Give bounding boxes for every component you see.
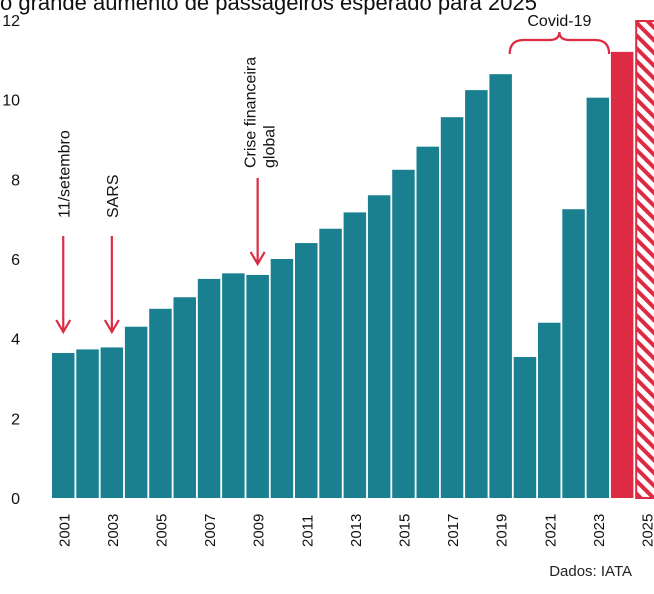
y-tick-label: 8 (11, 172, 20, 189)
bar-2025 (635, 20, 654, 499)
bar-2013 (343, 212, 367, 498)
bar-2022 (562, 209, 585, 499)
bar-2005 (149, 308, 172, 498)
x-tick-label: 2011 (299, 515, 316, 547)
bar-2021 (538, 322, 561, 498)
x-tick-label: 2017 (445, 514, 462, 547)
x-tick-label: 2013 (348, 514, 365, 547)
annotation-2001: 11/setembro (56, 130, 73, 218)
x-tick-label: 2003 (105, 514, 122, 547)
bar-2014 (367, 195, 391, 498)
annotation-2003: SARS (105, 174, 122, 218)
x-tick-label: 2005 (153, 514, 170, 547)
x-tick-label: 2015 (396, 514, 413, 547)
x-tick-label: 2019 (494, 514, 511, 547)
bar-2010 (270, 259, 294, 498)
covid-bracket-label: Covid-19 (527, 13, 591, 30)
annotation-2009: Crise financeira global (243, 57, 279, 168)
bar-2004 (124, 326, 148, 498)
y-tick-label: 6 (11, 252, 20, 269)
bars (52, 20, 654, 499)
bar-2020 (513, 356, 537, 498)
source-label: Dados: IATA (549, 563, 632, 580)
annotation-arrowhead-2001 (55, 319, 72, 335)
bar-2011 (295, 243, 318, 498)
annotations: 11/setembro SARS Crise financeira global Cov… (55, 13, 611, 335)
y-tick-label: 0 (11, 491, 20, 508)
cut-off-header-text: o grande aumento de passageiros esperado… (0, 0, 537, 15)
x-axis: 2001 2003 2005 2007 2009 2011 2013 2015 2017 2019… (56, 514, 654, 547)
x-tick-label: 2021 (542, 514, 559, 547)
bar-2003 (100, 347, 124, 498)
bar-2017 (440, 117, 464, 499)
annotation-arrowhead-2009 (249, 251, 266, 267)
bar-2009 (246, 274, 269, 498)
bar-2002 (76, 349, 99, 498)
bar-2012 (319, 228, 342, 498)
x-tick-label: 2001 (56, 514, 73, 547)
bar-2008 (222, 273, 245, 498)
x-tick-label: 2025 (639, 514, 654, 547)
y-tick-label: 2 (11, 411, 20, 428)
bar-2007 (197, 278, 221, 498)
covid-bracket (508, 31, 611, 55)
bar-2024 (610, 51, 634, 498)
annotation-arrowhead-2003 (103, 319, 120, 335)
bar-2001 (52, 353, 75, 498)
y-tick-label: 12 (2, 13, 20, 30)
x-tick-label: 2007 (202, 514, 219, 547)
bar-2006 (173, 297, 196, 498)
y-tick-label: 10 (2, 93, 20, 110)
bar-2019 (489, 74, 512, 498)
y-tick-label: 4 (11, 332, 20, 349)
bar-2016 (416, 146, 439, 499)
bar-2018 (465, 90, 488, 499)
y-axis: 0 2 4 6 8 10 12 (2, 13, 20, 508)
x-tick-label: 2023 (591, 514, 608, 547)
bar-2015 (392, 169, 415, 499)
bar-2023 (586, 97, 610, 499)
x-tick-label: 2009 (251, 514, 268, 547)
